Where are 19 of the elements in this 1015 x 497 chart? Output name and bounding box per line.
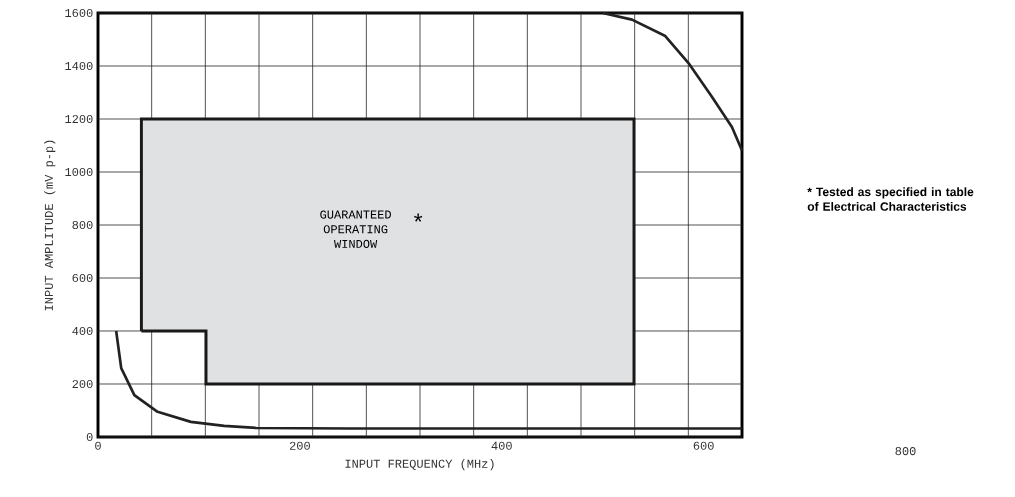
x-axis-title: INPUT FREQUENCY (MHz) <box>345 459 494 471</box>
annotation: * <box>414 213 423 222</box>
y-tick-label: 800 <box>72 220 93 230</box>
y-tick-label: 1000 <box>65 167 93 177</box>
annotation: GUARANTEED OPERATING WINDOW <box>320 210 391 248</box>
x-tick-label: 200 <box>289 441 310 450</box>
y-tick-label: 400 <box>72 326 93 336</box>
y-tick-label: 0 <box>86 432 93 442</box>
y-axis-title: INPUT AMPLITUDE (mV p-p) <box>44 140 56 311</box>
y-tick-label: 1200 <box>65 114 93 124</box>
x-tick-label: 600 <box>693 441 714 450</box>
y-tick-label: 1600 <box>65 8 93 18</box>
x-tick-label: 0 <box>95 441 101 450</box>
y-tick-label: 1400 <box>65 61 93 71</box>
text: * Tested as specified in table of Electrical Characteristics <box>807 187 974 211</box>
x-tick-label: 400 <box>491 441 512 450</box>
y-tick-label: 600 <box>72 273 93 283</box>
text: 800 <box>895 447 916 456</box>
y-tick-label: 200 <box>72 379 93 389</box>
